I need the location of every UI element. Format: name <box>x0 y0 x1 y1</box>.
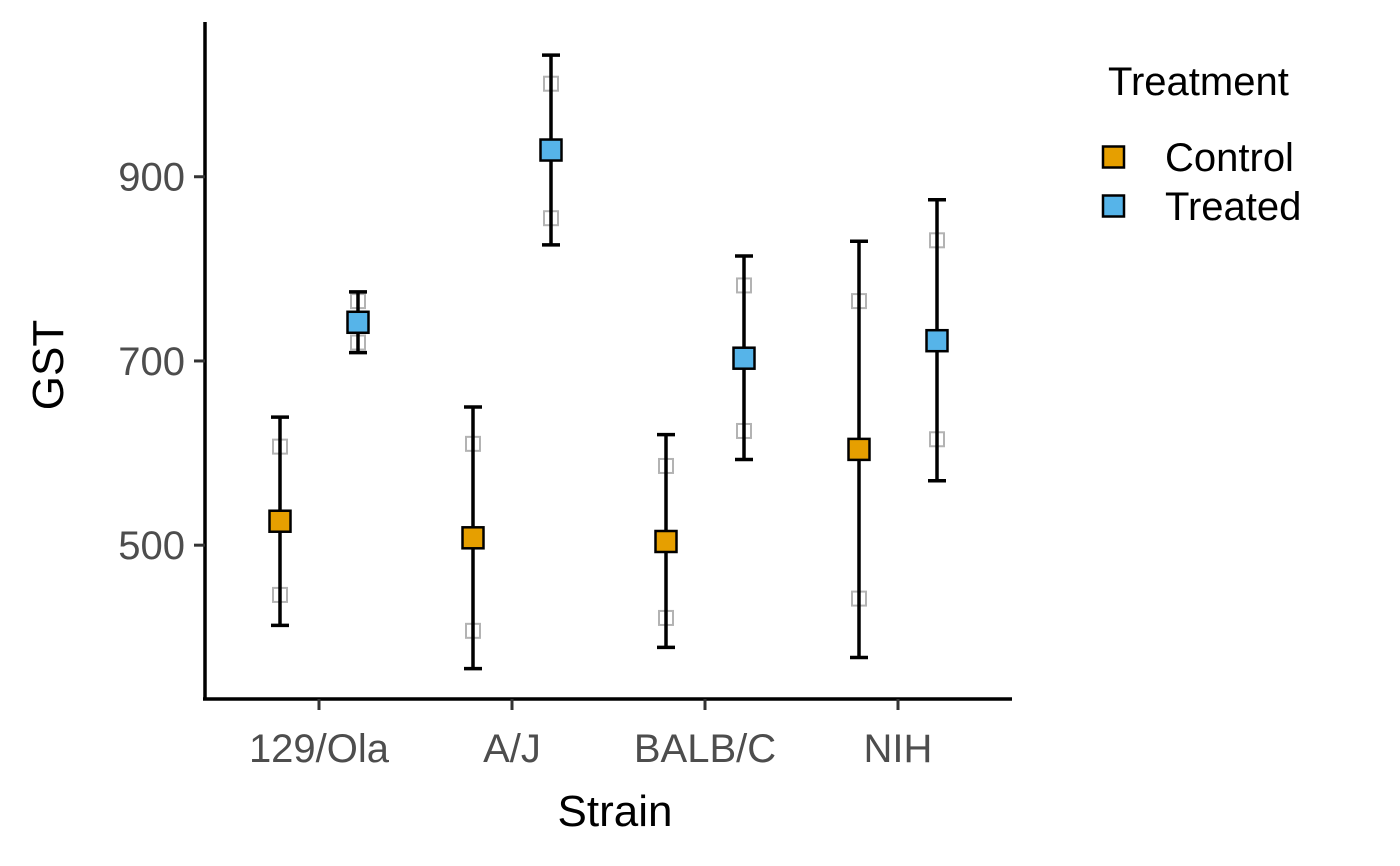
axes-layer <box>203 22 1012 701</box>
y-ticks-layer: 500 700 900 <box>118 156 205 568</box>
legend-items: Control Treated <box>1101 136 1301 229</box>
y-tick-label: 500 <box>118 524 185 568</box>
x-tick-label: BALB/C <box>634 727 776 771</box>
mean-point-treated <box>732 346 756 370</box>
y-tick-label: 900 <box>118 156 185 200</box>
y-tick-label: 700 <box>118 340 185 384</box>
mean-point-treated <box>539 138 563 162</box>
x-ticks-layer: 129/Ola A/J BALB/C NIH <box>249 699 933 771</box>
legend-label-control: Control <box>1165 136 1294 180</box>
mean-point-treated <box>346 310 370 335</box>
x-tick-label: A/J <box>483 727 541 771</box>
mean-point-control <box>461 526 485 550</box>
raw-points-layer <box>272 75 945 639</box>
mean-point-control <box>268 509 292 533</box>
x-tick-label: 129/Ola <box>249 727 390 771</box>
x-tick-label: NIH <box>864 727 933 771</box>
legend-key-control <box>1101 145 1126 169</box>
mean-point-control <box>654 529 678 554</box>
error-bars-layer <box>271 53 946 671</box>
legend-title: Treatment <box>1108 60 1289 104</box>
legend-key-treated <box>1101 194 1126 218</box>
legend: Treatment Control Treated <box>1101 60 1301 229</box>
mean-point-treated <box>925 328 949 353</box>
mean-points-layer <box>268 138 949 554</box>
y-axis-title: GST <box>24 320 73 410</box>
legend-label-treated: Treated <box>1165 185 1301 229</box>
x-axis-title: Strain <box>558 787 673 836</box>
mean-point-control <box>847 437 871 462</box>
